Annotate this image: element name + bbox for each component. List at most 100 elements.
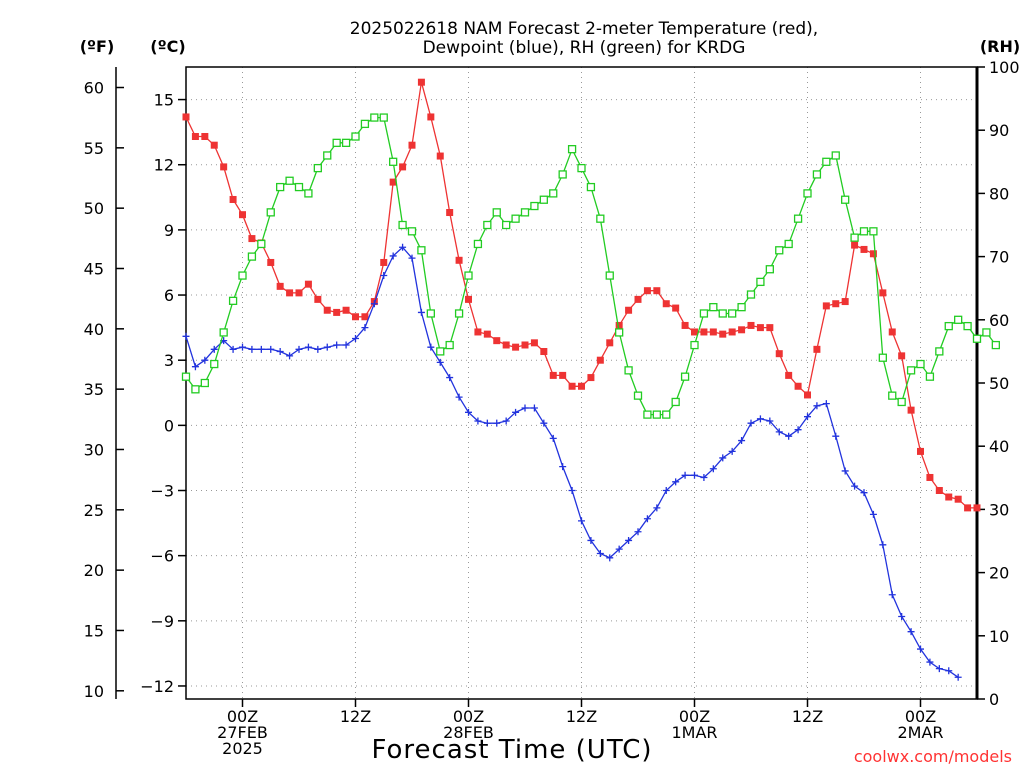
dewpoint-point	[935, 665, 943, 673]
dewpoint-point	[399, 243, 407, 251]
dewpoint-point	[267, 345, 275, 353]
rh-unit-label: (RH)	[980, 37, 1020, 56]
temp-point	[380, 258, 388, 266]
rh-point	[633, 391, 643, 400]
dewpoint-point	[361, 324, 369, 332]
rh-point	[756, 277, 765, 287]
dewpoint-point	[606, 554, 614, 562]
rh-tick-label: 80	[989, 184, 1009, 203]
temp-point	[841, 298, 849, 306]
rh-point	[483, 220, 492, 230]
dewpoint-point	[785, 432, 793, 440]
temp-point	[587, 374, 595, 382]
rh-point	[238, 271, 247, 280]
temp-point	[917, 447, 924, 455]
dewpoint-point	[314, 345, 322, 353]
temp-point	[709, 328, 717, 336]
temp-point	[333, 308, 341, 316]
dewpoint-point	[436, 358, 444, 366]
temp-point	[304, 280, 312, 288]
temp-point	[342, 306, 350, 314]
dewpoint-point	[380, 271, 388, 279]
rh-point	[859, 227, 869, 236]
x-axis-title: Forecast Time (UTC)	[371, 735, 652, 765]
rh-point	[407, 227, 417, 236]
rh-tick-label: 0	[989, 690, 999, 709]
dewpoint-point	[427, 343, 435, 351]
temp-point	[879, 289, 887, 297]
rh-point	[850, 233, 859, 242]
temp-point	[747, 321, 755, 329]
rh-point	[737, 303, 746, 312]
rh-tick-label: 100	[989, 58, 1020, 77]
dewpoint-point	[389, 252, 397, 260]
celsius-tick-label: 12	[154, 156, 174, 175]
temp-point	[483, 330, 491, 338]
axes: 15129630−3−6−9−1260555045403530252015101…	[84, 58, 1020, 709]
celsius-tick-label: −9	[150, 612, 174, 631]
dewpoint-point	[766, 417, 774, 425]
temp-point	[907, 406, 915, 414]
dewpoint-point	[201, 356, 209, 364]
dewpoint-point	[493, 419, 501, 427]
temp-point	[502, 341, 510, 349]
temp-point	[832, 300, 840, 308]
x-tick-label: 12Z	[566, 707, 597, 726]
rh-point	[247, 252, 257, 261]
rh-point	[643, 410, 652, 419]
dewpoint-point	[257, 345, 265, 353]
rh-point	[784, 239, 793, 249]
rh-point	[982, 328, 991, 337]
dewpoint-point	[333, 341, 341, 349]
rh-tick-label: 10	[989, 627, 1009, 646]
temp-point	[888, 328, 896, 336]
dewpoint-point	[709, 465, 717, 473]
temp-point	[417, 78, 425, 86]
dewpoint-point	[841, 467, 849, 475]
dewpoint-point	[926, 658, 934, 666]
dewpoint-point	[672, 478, 680, 486]
temp-point	[681, 321, 689, 329]
temp-point	[314, 295, 322, 303]
temp-point	[578, 382, 585, 390]
dewpoint-point	[643, 515, 651, 523]
dewpoint-point	[794, 426, 802, 434]
dewpoint-point	[719, 454, 727, 462]
fahrenheit-tick-label: 35	[84, 380, 104, 399]
rh-point	[502, 220, 511, 230]
celsius-tick-label: 0	[164, 416, 174, 435]
rh-point	[803, 189, 812, 198]
rh-point	[888, 391, 897, 400]
dewpoint-point	[417, 308, 425, 316]
rh-point	[445, 340, 454, 350]
dewpoint-point	[851, 482, 859, 490]
x-tick-label: 00Z	[227, 707, 258, 726]
rh-point	[586, 182, 596, 192]
dewpoint-point	[907, 628, 915, 636]
dewpoint-point	[738, 437, 746, 445]
celsius-tick-label: 6	[164, 286, 174, 305]
temp-point	[220, 163, 228, 171]
rh-point	[596, 214, 605, 223]
dewpoint-point	[747, 419, 755, 427]
dewpoint-point	[804, 413, 811, 421]
rh-point	[191, 385, 200, 394]
rh-point	[765, 265, 774, 274]
series-rh	[181, 113, 1000, 419]
rh-point	[680, 372, 690, 381]
temp-point	[935, 487, 943, 495]
temp-point	[625, 306, 633, 314]
temp-point	[653, 287, 661, 295]
temp-point	[662, 300, 670, 308]
rh-point	[520, 208, 530, 217]
rh-point	[379, 113, 388, 122]
dewpoint-line	[185, 246, 959, 678]
rh-point	[963, 321, 972, 331]
rh-point	[841, 195, 850, 204]
rh-tick-label: 50	[989, 374, 1009, 393]
rh-point	[558, 170, 567, 179]
dewpoint-point	[822, 400, 830, 408]
dewpoint-point	[229, 345, 237, 353]
temp-point	[389, 178, 397, 186]
dewpoint-point	[549, 434, 557, 442]
